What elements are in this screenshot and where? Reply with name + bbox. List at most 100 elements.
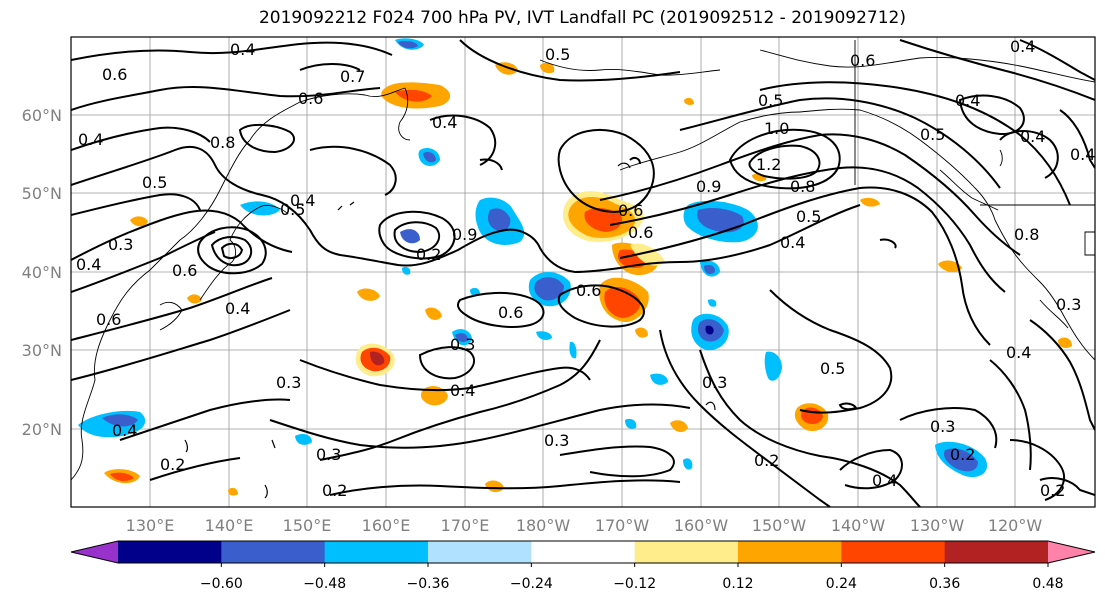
contour-label: 0.3 [702, 373, 727, 392]
contour-label: 0.5 [545, 45, 570, 64]
contour-label: 0.2 [160, 455, 185, 474]
contour-label: 0.6 [498, 303, 523, 322]
lon-label: 150°W [752, 516, 807, 535]
contour-label: 0.4 [1070, 145, 1095, 164]
contour-label: 0.9 [696, 177, 721, 196]
contour-label: 0.4 [1006, 343, 1031, 362]
map-content: 0.6 0.7 0.6 0.5 0.4 0.4 0.8 0.5 0.4 0.3 … [71, 37, 1095, 507]
colorbar-tick-label: −0.48 [303, 576, 346, 592]
contour-label: 0.3 [316, 445, 341, 464]
colorbar: −0.60 −0.48 −0.36 −0.24 −0.12 0.12 0.24 0.36 0.4… [70, 540, 1096, 592]
lon-label: 170°E [441, 516, 490, 535]
map-frame [70, 36, 1096, 508]
contour-label: 0.6 [618, 201, 643, 220]
contour-label: 0.4 [955, 91, 980, 110]
contour-label: 0.5 [280, 200, 305, 219]
colorbar-boxes [118, 541, 1049, 563]
contour-label: 0.3 [1056, 295, 1081, 314]
contour-label: 0.4 [450, 381, 475, 400]
contour-label: 0.6 [172, 261, 197, 280]
colorbar-box [118, 541, 222, 563]
contour-label: 0.7 [340, 67, 365, 86]
contour-label: 0.5 [796, 207, 821, 226]
colorbar-box [738, 541, 842, 563]
colorbar-tick-label: 0.48 [1032, 576, 1063, 592]
contour-label: 0.5 [142, 173, 167, 192]
lon-label: 130°W [910, 516, 965, 535]
colorbar-extend-high [1048, 541, 1095, 563]
contour-label: 0.4 [78, 130, 103, 149]
contour-label: 0.8 [210, 133, 235, 152]
colorbar-box [531, 541, 636, 563]
contour-label: 0.4 [872, 471, 897, 490]
lon-label: 120°W [988, 516, 1043, 535]
contour-label: 0.8 [1014, 225, 1039, 244]
colorbar-outline [70, 540, 1096, 564]
contour-label: 0.4 [230, 40, 255, 59]
negative-anomaly-patches [78, 38, 988, 478]
lat-label: 30°N [22, 341, 62, 360]
colorbar-extend-low [71, 541, 118, 563]
colorbar-ticks: −0.60 −0.48 −0.36 −0.24 −0.12 0.12 0.24 0.36 0.4… [200, 563, 1064, 592]
contour-label: 0.2 [754, 451, 779, 470]
map-title: 2019092212 F024 700 hPa PV, IVT Landfall… [258, 8, 906, 28]
contour-label: 1.2 [756, 155, 781, 174]
contour-label: 0.4 [1010, 37, 1035, 56]
positive-anomaly-patches [104, 62, 1072, 496]
lon-label: 150°E [283, 516, 332, 535]
contour-label: 0.2 [416, 245, 441, 264]
latitude-labels: 60°N 50°N 40°N 30°N 20°N [22, 106, 62, 439]
lon-label: 160°W [674, 516, 729, 535]
colorbar-box [428, 541, 532, 563]
contour-label: 0.3 [276, 373, 301, 392]
longitude-labels: 130°E 140°E 150°E 160°E 170°E 180°W 170°… [126, 516, 1043, 535]
contour-label: 0.6 [298, 89, 323, 108]
minor-contours [184, 162, 716, 499]
contour-label: 0.4 [780, 233, 805, 252]
pv-contours [71, 39, 1095, 507]
colorbar-tick-label: −0.12 [613, 576, 656, 592]
contour-label: 0.2 [1040, 481, 1065, 500]
graticule [71, 37, 1095, 507]
contour-label: 0.2 [322, 481, 347, 500]
contour-label: 0.6 [96, 310, 121, 329]
colorbar-tick-label: 0.36 [929, 576, 960, 592]
contour-label: 0.4 [290, 191, 315, 210]
contour-label: 0.4 [432, 113, 457, 132]
colorbar-box [841, 541, 946, 563]
colorbar-tick-label: −0.60 [200, 576, 243, 592]
contour-label: 0.6 [850, 51, 875, 70]
contour-label: 0.4 [112, 421, 137, 440]
colorbar-box [221, 541, 326, 563]
lon-label: 160°E [362, 516, 411, 535]
lon-label: 140°W [831, 516, 886, 535]
lat-label: 20°N [22, 420, 62, 439]
contour-label: 1.0 [764, 119, 789, 138]
lon-label: 130°E [126, 516, 175, 535]
contour-label: 0.3 [108, 235, 133, 254]
contour-label: 0.5 [820, 359, 845, 378]
lat-label: 50°N [22, 184, 62, 203]
lat-label: 60°N [22, 106, 62, 125]
colorbar-tick-label: 0.12 [722, 576, 753, 592]
colorbar-box [944, 541, 1049, 563]
lon-label: 170°W [595, 516, 650, 535]
contour-label: 0.6 [102, 65, 127, 84]
contour-label: 0.4 [1020, 127, 1045, 146]
contour-label: 0.3 [930, 417, 955, 436]
colorbar-tick-label: 0.24 [826, 576, 857, 592]
contour-label: 0.5 [758, 91, 783, 110]
contour-label: 0.6 [576, 281, 601, 300]
lon-label: 140°E [205, 516, 254, 535]
lat-label: 40°N [22, 263, 62, 282]
contour-label: 0.6 [628, 223, 653, 242]
contour-label: 0.2 [950, 445, 975, 464]
lon-label: 180°W [516, 516, 571, 535]
contour-label: 0.8 [790, 177, 815, 196]
contour-labels: 0.6 0.7 0.6 0.5 0.4 0.4 0.8 0.5 0.4 0.3 … [76, 37, 1095, 500]
contour-label: 0.3 [544, 431, 569, 450]
contour-label: 0.5 [920, 125, 945, 144]
contour-label: 0.3 [450, 335, 475, 354]
colorbar-box [324, 541, 429, 563]
